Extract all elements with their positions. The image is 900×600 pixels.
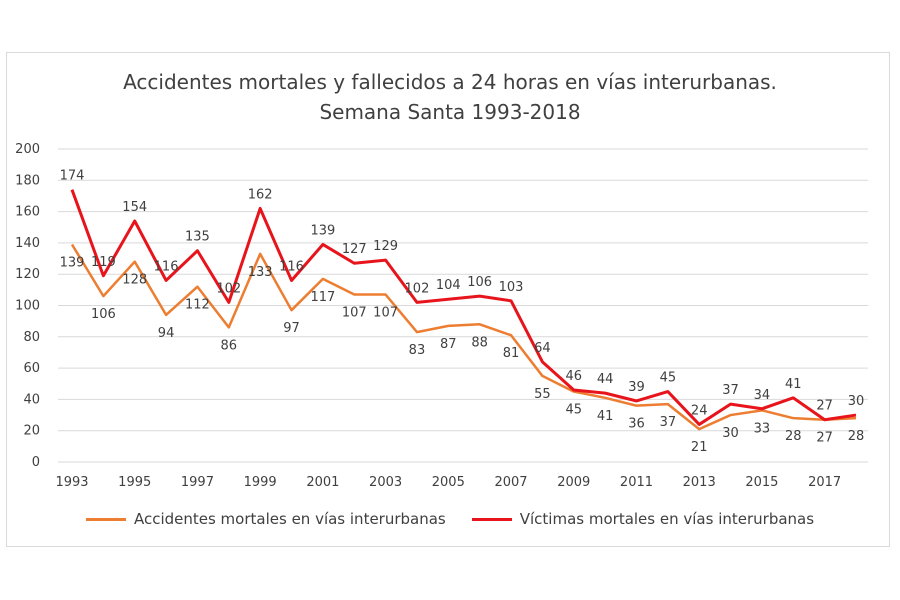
chart-subtitle: Semana Santa 1993-2018 <box>319 100 581 124</box>
data-label-victimas: 154 <box>122 200 147 215</box>
data-label-accidentes: 97 <box>283 321 300 336</box>
y-tick-label: 60 <box>23 361 40 376</box>
data-label-victimas: 162 <box>248 187 273 202</box>
data-label-accidentes: 33 <box>754 421 771 436</box>
data-label-accidentes: 107 <box>342 306 367 321</box>
data-label-accidentes: 94 <box>158 326 175 341</box>
data-label-victimas: 174 <box>60 169 85 184</box>
data-label-victimas: 116 <box>279 259 304 274</box>
y-tick-label: 80 <box>23 330 40 345</box>
data-label-victimas: 46 <box>565 369 582 384</box>
data-label-accidentes: 41 <box>597 409 614 424</box>
data-label-accidentes: 36 <box>628 417 645 432</box>
x-tick-label: 1999 <box>244 475 277 490</box>
data-label-accidentes: 133 <box>248 265 273 280</box>
data-label-accidentes: 106 <box>91 307 116 322</box>
chart-title: Accidentes mortales y fallecidos a 24 ho… <box>123 70 777 94</box>
data-label-accidentes: 83 <box>409 343 426 358</box>
data-label-accidentes: 81 <box>503 346 520 361</box>
series-line-victimas <box>70 189 857 426</box>
data-label-victimas: 39 <box>628 380 645 395</box>
legend: Accidentes mortales en vías interurbanas… <box>0 510 900 528</box>
data-label-accidentes: 88 <box>471 335 488 350</box>
data-label-victimas: 119 <box>91 255 116 270</box>
data-label-victimas: 37 <box>722 383 739 398</box>
data-label-accidentes: 117 <box>310 290 335 305</box>
x-tick-label: 2017 <box>808 475 841 490</box>
data-label-victimas: 135 <box>185 230 210 245</box>
x-tick-label: 2009 <box>557 475 590 490</box>
data-label-victimas: 104 <box>436 278 461 293</box>
x-tick-label: 1993 <box>55 475 88 490</box>
data-label-victimas: 34 <box>754 388 771 403</box>
data-label-victimas: 24 <box>691 403 708 418</box>
data-label-victimas: 103 <box>499 280 524 295</box>
x-tick-label: 1997 <box>181 475 214 490</box>
x-tick-label: 2005 <box>432 475 465 490</box>
data-label-victimas: 129 <box>373 239 398 254</box>
data-label-victimas: 116 <box>154 259 179 274</box>
data-label-accidentes: 112 <box>185 298 210 313</box>
data-label-accidentes: 28 <box>848 429 865 444</box>
x-tick-label: 2013 <box>683 475 716 490</box>
y-tick-label: 20 <box>23 424 40 439</box>
data-label-victimas: 44 <box>597 372 614 387</box>
y-tick-label: 180 <box>15 173 40 188</box>
y-tick-label: 120 <box>15 267 40 282</box>
x-tick-label: 2003 <box>369 475 402 490</box>
data-label-victimas: 64 <box>534 341 551 356</box>
data-label-victimas: 139 <box>310 223 335 238</box>
series-line-accidentes <box>70 243 857 431</box>
legend-swatch-victimas <box>471 517 512 521</box>
legend-item-victimas: Víctimas mortales en vías interurbanas <box>471 510 815 528</box>
data-label-accidentes: 55 <box>534 387 551 402</box>
data-label-accidentes: 87 <box>440 337 457 352</box>
data-label-accidentes: 139 <box>60 255 85 270</box>
x-tick-label: 2001 <box>306 475 339 490</box>
y-tick-label: 0 <box>32 455 40 470</box>
y-tick-label: 40 <box>23 392 40 407</box>
data-label-victimas: 102 <box>405 281 430 296</box>
data-label-accidentes: 107 <box>373 306 398 321</box>
data-label-accidentes: 128 <box>122 273 147 288</box>
data-label-victimas: 27 <box>816 399 833 414</box>
data-label-accidentes: 37 <box>660 415 677 430</box>
data-label-accidentes: 30 <box>722 426 739 441</box>
x-tick-label: 2011 <box>620 475 653 490</box>
data-label-victimas: 102 <box>216 281 241 296</box>
x-tick-label: 2007 <box>494 475 527 490</box>
y-tick-label: 100 <box>15 299 40 314</box>
legend-swatch-accidentes <box>85 517 126 521</box>
data-label-victimas: 106 <box>467 275 492 290</box>
data-label-accidentes: 86 <box>221 338 238 353</box>
data-label-victimas: 45 <box>660 371 677 386</box>
data-label-accidentes: 21 <box>691 440 708 455</box>
data-label-victimas: 127 <box>342 242 367 257</box>
x-tick-label: 1995 <box>118 475 151 490</box>
data-label-victimas: 30 <box>848 394 865 409</box>
y-tick-label: 160 <box>15 205 40 220</box>
legend-label-victimas: Víctimas mortales en vías interurbanas <box>519 510 815 528</box>
data-label-accidentes: 45 <box>565 403 582 418</box>
x-tick-label: 2015 <box>745 475 778 490</box>
y-tick-label: 200 <box>15 142 40 157</box>
data-label-victimas: 41 <box>785 377 802 392</box>
data-label-accidentes: 28 <box>785 429 802 444</box>
legend-label-accidentes: Accidentes mortales en vías interurbanas <box>133 510 446 528</box>
y-tick-label: 140 <box>15 236 40 251</box>
legend-item-accidentes: Accidentes mortales en vías interurbanas <box>85 510 446 528</box>
data-label-accidentes: 27 <box>816 431 833 446</box>
